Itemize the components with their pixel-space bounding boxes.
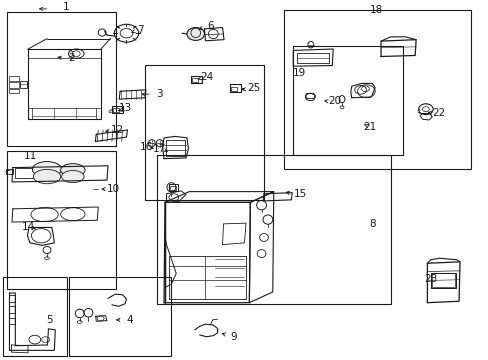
Bar (9, 306, 15, 314)
Bar (9, 76, 19, 81)
Text: 1: 1 (63, 2, 70, 12)
Text: 25: 25 (247, 84, 260, 93)
Text: 7: 7 (137, 24, 143, 35)
Bar (9, 318, 15, 324)
Bar (112, 106, 122, 113)
Text: 19: 19 (292, 68, 305, 78)
Text: 12: 12 (111, 125, 124, 135)
Text: 18: 18 (369, 5, 382, 15)
Text: 5: 5 (46, 315, 53, 325)
Bar (9, 89, 19, 94)
Text: 21: 21 (363, 122, 376, 132)
Bar (229, 85, 240, 92)
Bar (9, 295, 15, 302)
Bar (144, 66, 264, 200)
Text: 24: 24 (200, 72, 213, 82)
Text: 15: 15 (293, 189, 306, 199)
Bar (190, 76, 201, 83)
Text: 13: 13 (119, 103, 132, 113)
Text: 22: 22 (431, 108, 444, 118)
Bar (168, 184, 177, 191)
Ellipse shape (32, 162, 61, 177)
Bar (166, 140, 184, 156)
Bar (170, 186, 176, 190)
Bar (283, 10, 470, 170)
Bar (5, 169, 13, 174)
Text: 6: 6 (206, 21, 213, 31)
Bar (15, 168, 34, 178)
Bar (297, 53, 328, 63)
Ellipse shape (61, 171, 84, 183)
Bar (3, 277, 66, 356)
Bar (113, 108, 119, 112)
Bar (20, 81, 27, 88)
Bar (9, 82, 19, 88)
Text: 23: 23 (423, 274, 436, 284)
Text: 3: 3 (156, 89, 163, 99)
Text: 10: 10 (107, 184, 120, 194)
Ellipse shape (186, 27, 204, 40)
Bar (293, 46, 402, 155)
Text: 2: 2 (68, 53, 75, 63)
Ellipse shape (33, 170, 61, 184)
Ellipse shape (61, 164, 85, 176)
Text: 20: 20 (328, 96, 341, 106)
Bar (168, 256, 245, 299)
Text: 16: 16 (139, 142, 152, 152)
Text: 4: 4 (126, 315, 132, 325)
Text: 17: 17 (153, 144, 166, 154)
Text: 14: 14 (21, 222, 35, 232)
Bar (6, 12, 116, 146)
Text: 11: 11 (23, 151, 37, 161)
Text: 8: 8 (368, 219, 375, 229)
Bar (69, 277, 171, 356)
Bar (191, 78, 198, 82)
Bar (430, 273, 455, 288)
Text: 9: 9 (230, 332, 237, 342)
Bar (431, 273, 454, 287)
Bar (27, 49, 101, 119)
Bar (230, 87, 237, 91)
Bar (157, 155, 390, 304)
Bar (6, 152, 116, 289)
